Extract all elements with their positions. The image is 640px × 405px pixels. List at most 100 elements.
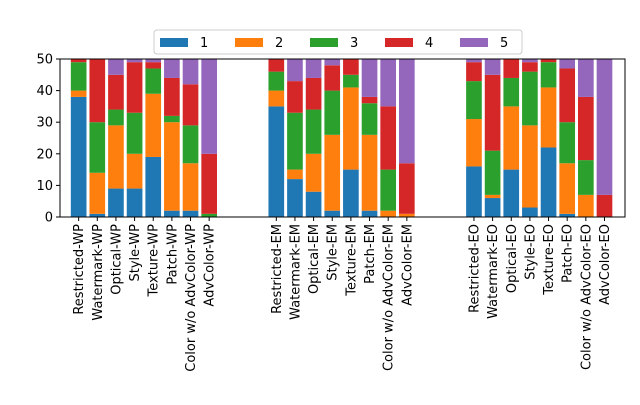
y-tick-label: 0 <box>45 211 53 226</box>
x-tick-label: Restricted-EO <box>467 224 482 313</box>
bar-segment <box>126 153 143 189</box>
bar-segment <box>126 59 143 63</box>
bar-segment <box>70 62 87 91</box>
bar-segment <box>324 59 341 66</box>
bar-segment <box>361 134 378 211</box>
bar-segment <box>324 90 341 135</box>
bar-segment <box>503 77 520 107</box>
bar-segment <box>343 87 359 170</box>
y-tick-label: 20 <box>36 147 53 162</box>
x-tick-label: Patch-WP <box>165 224 180 285</box>
bar-segment <box>89 213 106 217</box>
x-tick-label: Patch-EO <box>561 224 576 283</box>
bar-segment <box>287 59 303 82</box>
bar-segment <box>108 125 124 189</box>
bar-segment <box>466 166 482 217</box>
bar-segment <box>343 59 359 75</box>
y-tick-label: 10 <box>36 179 53 194</box>
x-tick-label: Color w/o AdvColor-EO <box>579 224 594 370</box>
bar-segment <box>287 169 303 180</box>
legend: 1 2 3 4 5 <box>153 29 523 55</box>
bar-segment <box>268 71 285 91</box>
bar-segment <box>324 65 341 91</box>
bar-segment <box>399 163 415 214</box>
bar-segment <box>466 59 482 63</box>
bar-segment <box>126 62 143 113</box>
bar-segment <box>126 112 143 154</box>
x-tick-label: Texture-EM <box>344 224 359 297</box>
bar-segment <box>164 122 180 211</box>
bar-segment <box>596 59 613 195</box>
x-tick-label: Style-EM <box>326 224 341 281</box>
bar-segment <box>380 169 397 211</box>
x-tick-label: Restricted-EM <box>270 224 285 314</box>
bar-segment <box>108 74 124 110</box>
legend-swatch <box>385 38 413 47</box>
bar-segment <box>324 134 341 211</box>
legend-swatch <box>235 38 263 47</box>
bar-segment <box>305 109 322 154</box>
x-tick-label: Optical-WP <box>109 224 124 295</box>
bar-segment <box>145 59 162 63</box>
bar-segment <box>522 62 538 72</box>
bar-segment <box>145 68 162 94</box>
bar-segment <box>503 169 520 217</box>
bars-layer <box>70 59 613 217</box>
x-tick-label: Watermark-EM <box>288 224 303 320</box>
legend-label: 4 <box>425 36 433 51</box>
legend-swatch <box>160 38 188 47</box>
bar-segment <box>305 77 322 110</box>
x-tick-label: Patch-EM <box>363 224 378 284</box>
legend-label: 3 <box>350 36 358 51</box>
bar-segment <box>361 96 378 104</box>
x-tick-label: Color w/o AdvColor-WP <box>184 224 199 372</box>
bar-segment <box>503 106 520 170</box>
bar-segment <box>305 59 322 78</box>
bar-segment <box>559 213 576 217</box>
bar-segment <box>522 71 538 126</box>
bar-segment <box>182 163 199 211</box>
bar-segment <box>380 210 397 217</box>
bar-segment <box>540 147 557 217</box>
x-tick-label: Optical-EO <box>505 224 520 293</box>
bar-segment <box>324 210 341 217</box>
bar-segment <box>578 59 594 97</box>
bar-segment <box>268 59 285 72</box>
bar-segment <box>559 59 576 69</box>
bar-segment <box>305 153 322 192</box>
bar-segment <box>126 188 143 217</box>
bar-segment <box>145 156 162 217</box>
bar-segment <box>89 59 106 123</box>
bar-segment <box>182 125 199 164</box>
bar-segment <box>287 179 303 217</box>
bar-segment <box>466 62 482 82</box>
bar-segment <box>164 115 180 123</box>
bar-segment <box>522 125 538 208</box>
bar-segment <box>559 68 576 123</box>
bar-segment <box>70 96 87 217</box>
legend-label: 5 <box>500 36 508 51</box>
bar-segment <box>268 90 285 107</box>
bar-segment <box>540 87 557 148</box>
bar-segment <box>201 59 217 154</box>
bar-segment <box>559 122 576 164</box>
bar-segment <box>287 81 303 113</box>
x-tick-label: Style-WP <box>128 224 143 282</box>
y-axis: 0 10 20 30 40 50 <box>36 53 60 226</box>
y-tick-label: 30 <box>36 116 53 131</box>
bar-segment <box>380 59 397 107</box>
bar-segment <box>164 77 180 116</box>
bar-segment <box>466 119 482 167</box>
y-tick-label: 50 <box>36 53 53 68</box>
x-tick-label: Style-EO <box>523 224 538 280</box>
bar-segment <box>145 93 162 157</box>
x-tick-label: AdvColor-WP <box>203 224 218 307</box>
bar-segment <box>596 194 613 217</box>
x-tick-label: Texture-EO <box>542 224 557 296</box>
bar-segment <box>540 62 557 88</box>
bar-segment <box>287 112 303 170</box>
bar-segment <box>70 90 87 97</box>
legend-label: 2 <box>275 36 283 51</box>
